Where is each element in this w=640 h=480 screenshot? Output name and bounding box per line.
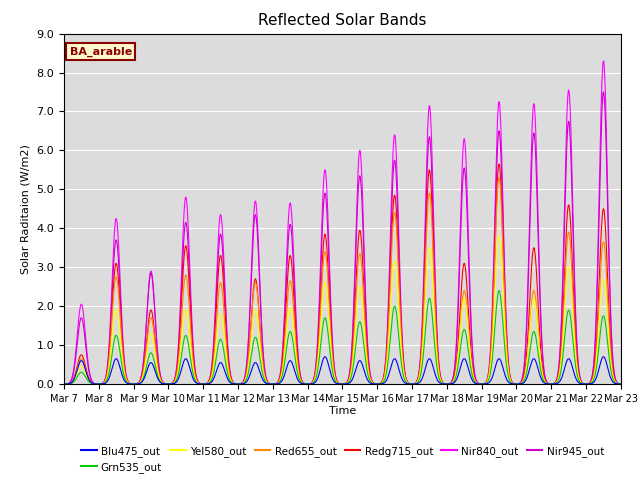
Grn535_out — [523, 370, 531, 376]
Redg715_out — [537, 349, 545, 355]
Red655_out — [363, 352, 371, 358]
Nir945_out — [523, 330, 531, 336]
Line: Grn535_out: Grn535_out — [64, 290, 621, 384]
Yel580_out — [495, 233, 503, 239]
Nir840_out — [60, 381, 68, 387]
Grn535_out — [175, 366, 183, 372]
Red655_out — [60, 381, 68, 387]
Red655_out — [393, 233, 401, 239]
Redg715_out — [175, 338, 183, 344]
Blu475_out — [364, 376, 371, 382]
Grn535_out — [495, 288, 503, 294]
Grn535_out — [495, 288, 503, 293]
Grn535_out — [617, 381, 625, 387]
Yel580_out — [495, 233, 503, 239]
Grn535_out — [363, 367, 371, 373]
X-axis label: Time: Time — [329, 407, 356, 417]
Yel580_out — [175, 358, 183, 364]
Grn535_out — [537, 369, 545, 374]
Nir945_out — [617, 381, 625, 387]
Nir945_out — [537, 319, 545, 324]
Nir945_out — [175, 331, 183, 336]
Text: BA_arable: BA_arable — [70, 47, 132, 57]
Redg715_out — [393, 217, 401, 223]
Line: Nir945_out: Nir945_out — [64, 92, 621, 384]
Blu475_out — [176, 373, 184, 379]
Redg715_out — [363, 347, 371, 352]
Yel580_out — [617, 381, 625, 387]
Yel580_out — [393, 275, 401, 281]
Line: Nir840_out: Nir840_out — [64, 61, 621, 384]
Line: Yel580_out: Yel580_out — [64, 236, 621, 384]
Nir945_out — [495, 128, 503, 134]
Blu475_out — [321, 354, 329, 360]
Nir945_out — [363, 334, 371, 340]
Grn535_out — [60, 381, 68, 387]
Redg715_out — [617, 381, 625, 387]
Line: Red655_out: Red655_out — [64, 178, 621, 384]
Blu475_out — [393, 360, 401, 366]
Blu475_out — [537, 375, 545, 381]
Yel580_out — [523, 363, 531, 369]
Redg715_out — [60, 381, 68, 387]
Yel580_out — [537, 361, 545, 367]
Redg715_out — [495, 161, 503, 167]
Legend: Blu475_out, Grn535_out, Yel580_out, Red655_out, Redg715_out, Nir840_out, Nir945_: Blu475_out, Grn535_out, Yel580_out, Red6… — [77, 442, 608, 477]
Nir840_out — [175, 323, 183, 328]
Nir840_out — [523, 324, 531, 330]
Nir840_out — [617, 381, 625, 387]
Blu475_out — [130, 381, 138, 387]
Nir945_out — [393, 187, 401, 193]
Red655_out — [495, 175, 503, 181]
Y-axis label: Solar Raditaion (W/m2): Solar Raditaion (W/m2) — [21, 144, 31, 274]
Blu475_out — [523, 375, 531, 381]
Redg715_out — [495, 161, 503, 167]
Title: Reflected Solar Bands: Reflected Solar Bands — [258, 13, 427, 28]
Line: Blu475_out: Blu475_out — [64, 357, 621, 384]
Nir840_out — [363, 329, 371, 335]
Yel580_out — [60, 381, 68, 387]
Blu475_out — [617, 381, 625, 387]
Red655_out — [617, 381, 625, 387]
Nir840_out — [393, 166, 401, 171]
Grn535_out — [393, 314, 401, 320]
Blu475_out — [60, 381, 68, 387]
Redg715_out — [523, 352, 531, 358]
Nir840_out — [537, 312, 545, 317]
Red655_out — [495, 175, 503, 180]
Yel580_out — [363, 359, 371, 365]
Line: Redg715_out: Redg715_out — [64, 164, 621, 384]
Red655_out — [537, 359, 545, 365]
Blu475_out — [495, 356, 503, 361]
Nir840_out — [600, 58, 607, 64]
Red655_out — [523, 361, 531, 367]
Nir945_out — [600, 89, 607, 95]
Nir840_out — [495, 99, 503, 105]
Red655_out — [175, 347, 183, 353]
Nir945_out — [60, 381, 68, 387]
